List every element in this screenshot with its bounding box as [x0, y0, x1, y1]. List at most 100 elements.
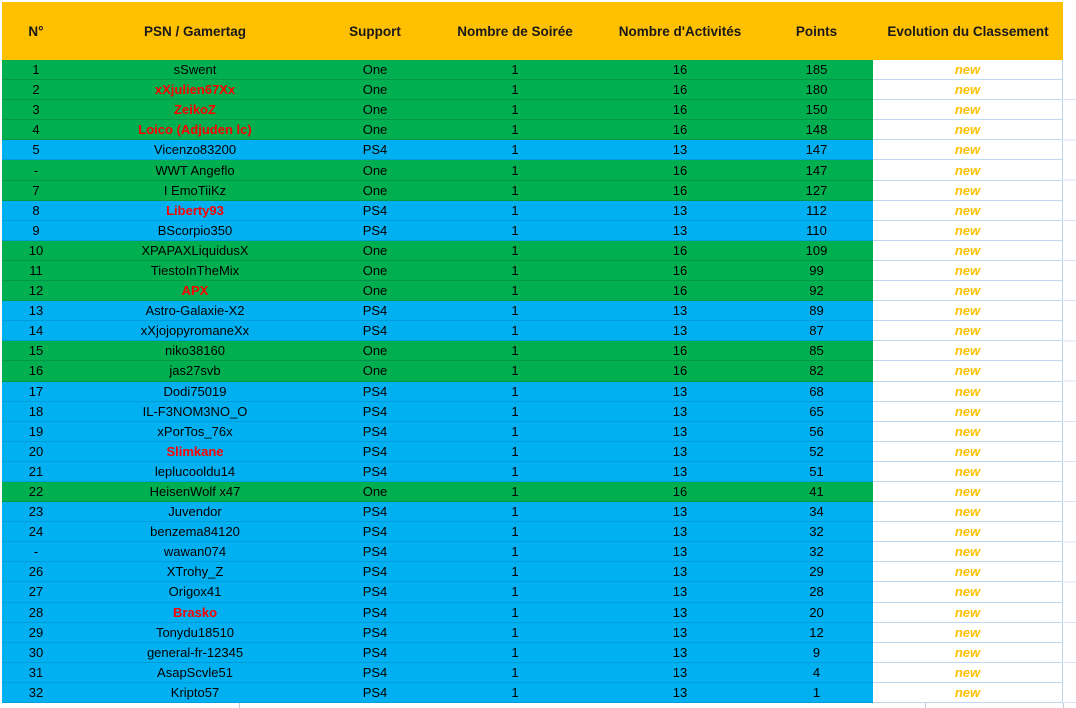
- cell-points[interactable]: 34: [760, 502, 873, 523]
- cell-player-name[interactable]: general-fr-12345: [70, 642, 320, 663]
- cell-activites[interactable]: 13: [600, 301, 760, 322]
- cell-rank[interactable]: 32: [2, 682, 70, 703]
- cell-points[interactable]: 185: [760, 60, 873, 81]
- cell-player-name[interactable]: Dodi75019: [70, 381, 320, 402]
- column-header-points[interactable]: Points: [795, 23, 838, 39]
- cell-soirees[interactable]: 1: [430, 481, 600, 503]
- cell-points[interactable]: 56: [760, 421, 873, 442]
- cell-rank[interactable]: 5: [2, 140, 70, 161]
- cell-player-name[interactable]: Vicenzo83200: [70, 140, 320, 161]
- cell-evolution-status[interactable]: new: [873, 301, 1063, 322]
- cell-soirees[interactable]: 1: [430, 60, 600, 81]
- cell-rank[interactable]: 7: [2, 180, 70, 201]
- cell-evolution-status[interactable]: new: [873, 542, 1063, 563]
- cell-soirees[interactable]: 1: [430, 602, 600, 623]
- cell-evolution-status[interactable]: new: [873, 281, 1063, 302]
- cell-points[interactable]: 92: [760, 281, 873, 302]
- cell-points[interactable]: 52: [760, 441, 873, 462]
- cell-activites[interactable]: 13: [600, 401, 760, 422]
- cell-points[interactable]: 32: [760, 522, 873, 543]
- cell-soirees[interactable]: 1: [430, 622, 600, 643]
- cell-soirees[interactable]: 1: [430, 682, 600, 703]
- cell-evolution-status[interactable]: new: [873, 582, 1063, 603]
- cell-support[interactable]: PS4: [320, 542, 430, 563]
- cell-points[interactable]: 85: [760, 341, 873, 362]
- cell-rank[interactable]: -: [2, 160, 70, 181]
- cell-evolution-status[interactable]: new: [873, 682, 1063, 703]
- cell-soirees[interactable]: 1: [430, 562, 600, 583]
- cell-points[interactable]: 147: [760, 160, 873, 181]
- cell-soirees[interactable]: 1: [430, 361, 600, 382]
- cell-soirees[interactable]: 1: [430, 140, 600, 161]
- cell-support[interactable]: One: [320, 341, 430, 362]
- cell-rank[interactable]: 27: [2, 582, 70, 603]
- cell-activites[interactable]: 13: [600, 321, 760, 342]
- cell-points[interactable]: 51: [760, 461, 873, 482]
- cell-rank[interactable]: 31: [2, 662, 70, 683]
- cell-activites[interactable]: 16: [600, 481, 760, 503]
- cell-support[interactable]: One: [320, 80, 430, 101]
- cell-support[interactable]: PS4: [320, 582, 430, 603]
- cell-soirees[interactable]: 1: [430, 542, 600, 563]
- cell-rank[interactable]: 23: [2, 502, 70, 523]
- cell-activites[interactable]: 16: [600, 60, 760, 81]
- cell-activites[interactable]: 13: [600, 622, 760, 643]
- cell-soirees[interactable]: 1: [430, 341, 600, 362]
- cell-rank[interactable]: 18: [2, 401, 70, 422]
- cell-support[interactable]: PS4: [320, 622, 430, 643]
- cell-evolution-status[interactable]: new: [873, 502, 1063, 523]
- cell-activites[interactable]: 13: [600, 642, 760, 663]
- column-header-soirees[interactable]: Nombre de Soirée: [457, 23, 573, 39]
- cell-player-name[interactable]: I EmoTiiKz: [70, 180, 320, 201]
- cell-rank[interactable]: 20: [2, 441, 70, 462]
- cell-support[interactable]: PS4: [320, 662, 430, 683]
- cell-player-name[interactable]: APX: [70, 281, 320, 302]
- cell-evolution-status[interactable]: new: [873, 622, 1063, 643]
- cell-rank[interactable]: 26: [2, 562, 70, 583]
- cell-soirees[interactable]: 1: [430, 240, 600, 261]
- cell-support[interactable]: PS4: [320, 642, 430, 663]
- cell-points[interactable]: 29: [760, 562, 873, 583]
- cell-evolution-status[interactable]: new: [873, 481, 1063, 503]
- cell-activites[interactable]: 16: [600, 120, 760, 141]
- cell-rank[interactable]: 13: [2, 301, 70, 322]
- column-header-gamertag[interactable]: PSN / Gamertag: [143, 23, 247, 39]
- cell-activites[interactable]: 13: [600, 582, 760, 603]
- cell-soirees[interactable]: 1: [430, 401, 600, 422]
- cell-points[interactable]: 41: [760, 481, 873, 503]
- cell-player-name[interactable]: TiestoInTheMix: [70, 260, 320, 282]
- cell-points[interactable]: 20: [760, 602, 873, 623]
- cell-activites[interactable]: 16: [600, 240, 760, 261]
- cell-activites[interactable]: 16: [600, 100, 760, 121]
- cell-activites[interactable]: 13: [600, 662, 760, 683]
- cell-activites[interactable]: 13: [600, 381, 760, 402]
- cell-points[interactable]: 148: [760, 120, 873, 141]
- cell-player-name[interactable]: Liberty93: [70, 200, 320, 221]
- cell-points[interactable]: 9: [760, 642, 873, 663]
- cell-player-name[interactable]: XPAPAXLiquidusX: [70, 240, 320, 261]
- cell-soirees[interactable]: 1: [430, 321, 600, 342]
- cell-rank[interactable]: 24: [2, 522, 70, 543]
- cell-soirees[interactable]: 1: [430, 582, 600, 603]
- cell-soirees[interactable]: 1: [430, 461, 600, 482]
- cell-player-name[interactable]: Juvendor: [70, 502, 320, 523]
- cell-support[interactable]: PS4: [320, 200, 430, 221]
- cell-player-name[interactable]: Origox41: [70, 582, 320, 603]
- cell-points[interactable]: 32: [760, 542, 873, 563]
- column-header-rank[interactable]: N°: [28, 23, 44, 39]
- cell-player-name[interactable]: XTrohy_Z: [70, 562, 320, 583]
- cell-activites[interactable]: 16: [600, 281, 760, 302]
- cell-player-name[interactable]: Kripto57: [70, 682, 320, 703]
- cell-evolution-status[interactable]: new: [873, 662, 1063, 683]
- cell-evolution-status[interactable]: new: [873, 321, 1063, 342]
- cell-rank[interactable]: 10: [2, 240, 70, 261]
- cell-rank[interactable]: 17: [2, 381, 70, 402]
- cell-rank[interactable]: 3: [2, 100, 70, 121]
- cell-activites[interactable]: 13: [600, 602, 760, 623]
- cell-rank[interactable]: 15: [2, 341, 70, 362]
- cell-rank[interactable]: 9: [2, 220, 70, 241]
- cell-points[interactable]: 150: [760, 100, 873, 121]
- cell-points[interactable]: 110: [760, 220, 873, 241]
- cell-activites[interactable]: 13: [600, 502, 760, 523]
- cell-soirees[interactable]: 1: [430, 220, 600, 241]
